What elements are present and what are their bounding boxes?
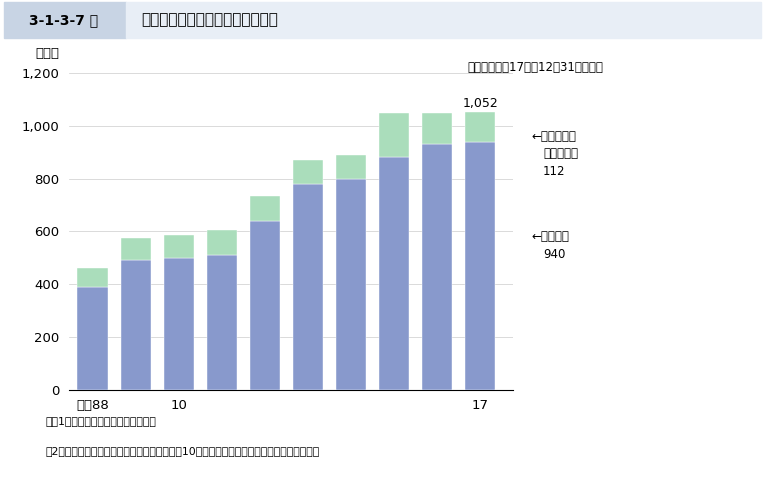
Bar — [4, 2, 126, 38]
Text: 注　1　法務省保護局の資料による。: 注 1 法務省保護局の資料による。 — [46, 416, 157, 427]
Bar — [207, 255, 237, 390]
Bar — [422, 112, 452, 144]
Text: （平成８年～17年各12月31日現在）: （平成８年～17年各12月31日現在） — [467, 61, 604, 74]
Bar — [250, 196, 280, 221]
Text: 112: 112 — [543, 165, 565, 178]
Bar — [164, 235, 194, 258]
Bar — [465, 142, 495, 390]
Text: 外国人の保護観察係属人員の推移: 外国人の保護観察係属人員の推移 — [142, 13, 278, 27]
Text: ←保護観察付: ←保護観察付 — [532, 130, 577, 143]
Bar — [293, 184, 323, 390]
Bar — [77, 268, 108, 287]
Text: （人）: （人） — [35, 47, 60, 60]
Text: 940: 940 — [543, 248, 565, 261]
Bar — [77, 287, 108, 390]
Bar — [336, 155, 366, 179]
Text: 1,052: 1,052 — [462, 97, 498, 110]
Text: 実行猟予者: 実行猟予者 — [543, 147, 578, 160]
Bar — [336, 179, 366, 390]
Text: 2　平成９年以前は特別永住者のみを除き，10年代以降は永住者及び特別永住者を除く。: 2 平成９年以前は特別永住者のみを除き，10年代以降は永住者及び特別永住者を除く… — [46, 446, 320, 456]
Bar — [207, 230, 237, 255]
Bar — [164, 258, 194, 390]
Bar — [121, 238, 151, 261]
Bar — [379, 157, 409, 390]
Bar — [465, 112, 495, 142]
Bar — [121, 261, 151, 390]
Bar — [250, 221, 280, 390]
Text: 3-1-3-7 図: 3-1-3-7 図 — [28, 13, 98, 27]
Bar — [126, 2, 761, 38]
Bar — [293, 160, 323, 184]
Bar — [422, 144, 452, 390]
Text: ←仮釈放者: ←仮釈放者 — [532, 230, 570, 243]
Bar — [379, 112, 409, 157]
